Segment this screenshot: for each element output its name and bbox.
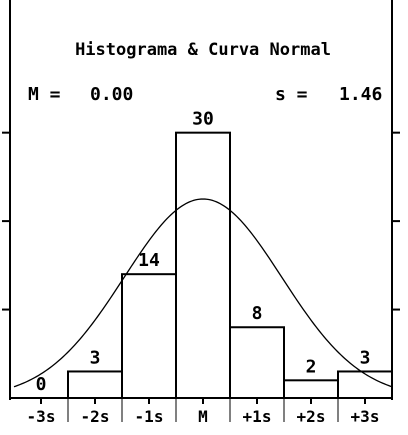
sd-label: s = [275, 84, 308, 105]
x-tick-label-+3s: +3s [351, 407, 380, 426]
bar-+2s [283, 379, 339, 399]
bar-+3s [337, 370, 393, 400]
chart-title: Histograma & Curva Normal [75, 40, 331, 60]
bar-value-label-+2s: 2 [306, 356, 317, 377]
bar-+1s [229, 326, 285, 399]
bars-layer [67, 131, 393, 400]
sd-value: 1.46 [339, 84, 382, 105]
bar-value-label--1s: 14 [138, 250, 160, 271]
mean-value: 0.00 [90, 84, 133, 105]
x-tick-label-+1s: +1s [243, 407, 272, 426]
x-tick-label--1s: -1s [135, 407, 164, 426]
normal-curve [13, 198, 393, 388]
bar-value-label-M: 30 [192, 109, 214, 130]
bar-value-label--2s: 3 [90, 347, 101, 368]
bar-value-labels: 0 3 14 30 8 2 3 [36, 109, 371, 395]
x-tick-labels: -3s -2s -1s M +1s +2s +3s [27, 398, 380, 426]
bar-value-label-+3s: 3 [360, 347, 371, 368]
bar-M [175, 131, 231, 400]
y-tick-marks [2, 131, 400, 311]
x-tick-label--3s: -3s [27, 407, 56, 426]
x-tick-label-+2s: +2s [297, 407, 326, 426]
bar--1s [121, 273, 177, 399]
x-tick-label--2s: -2s [81, 407, 110, 426]
bar-value-label--3s: 0 [36, 374, 47, 395]
bar-value-label-+1s: 8 [252, 303, 263, 324]
mean-label: M = [28, 84, 61, 105]
x-tick-label-M: M [198, 407, 208, 426]
bar--2s [67, 370, 123, 400]
